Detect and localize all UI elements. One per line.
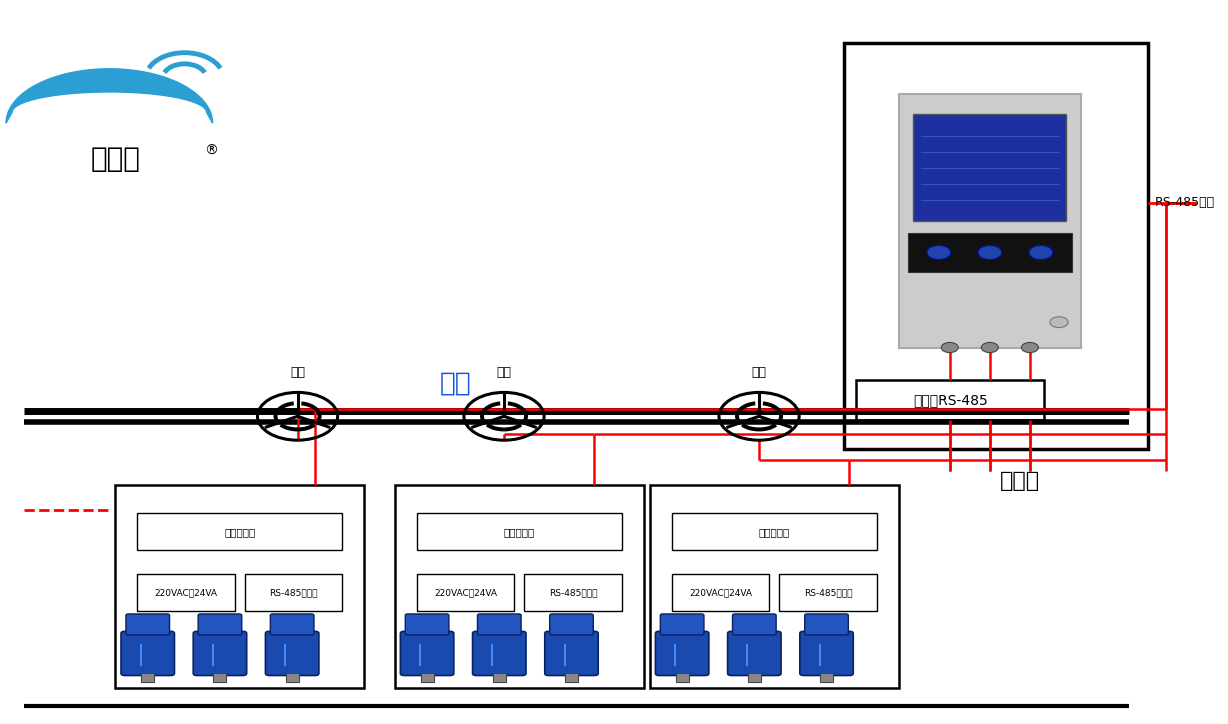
Text: 管廐: 管廐 bbox=[440, 371, 472, 397]
Text: 220VAC转24VA: 220VAC转24VA bbox=[155, 588, 217, 597]
FancyBboxPatch shape bbox=[728, 631, 781, 675]
Text: 风机: 风机 bbox=[290, 366, 305, 379]
FancyBboxPatch shape bbox=[122, 631, 174, 675]
Bar bbox=[244, 574, 343, 611]
Polygon shape bbox=[6, 69, 212, 123]
Text: 中控室: 中控室 bbox=[1000, 471, 1040, 492]
Text: 风机: 风机 bbox=[752, 366, 766, 379]
FancyBboxPatch shape bbox=[193, 631, 247, 675]
Bar bbox=[748, 673, 761, 682]
Text: 风机: 风机 bbox=[496, 366, 512, 379]
Bar bbox=[856, 380, 1045, 420]
Bar bbox=[138, 574, 235, 611]
Bar bbox=[416, 574, 515, 611]
Bar bbox=[650, 485, 899, 688]
Bar bbox=[565, 673, 578, 682]
Bar bbox=[672, 574, 770, 611]
Text: RS-485转光纤: RS-485转光纤 bbox=[804, 588, 852, 597]
FancyBboxPatch shape bbox=[550, 614, 593, 635]
FancyBboxPatch shape bbox=[804, 614, 849, 635]
Bar bbox=[844, 43, 1148, 449]
Circle shape bbox=[927, 245, 950, 260]
Circle shape bbox=[1050, 317, 1068, 327]
Text: 光纤转RS-485: 光纤转RS-485 bbox=[912, 393, 987, 407]
Bar bbox=[214, 673, 226, 682]
Text: ®: ® bbox=[204, 143, 217, 158]
FancyBboxPatch shape bbox=[265, 631, 319, 675]
FancyBboxPatch shape bbox=[405, 614, 449, 635]
Text: 中间继电器: 中间继电器 bbox=[759, 526, 790, 536]
FancyBboxPatch shape bbox=[733, 614, 776, 635]
Bar bbox=[141, 673, 155, 682]
Bar bbox=[899, 94, 1081, 348]
Text: RS-485转光纤: RS-485转光纤 bbox=[269, 588, 318, 597]
Bar bbox=[138, 513, 343, 550]
Circle shape bbox=[981, 342, 998, 353]
Bar bbox=[914, 114, 1066, 221]
Circle shape bbox=[941, 342, 958, 353]
Text: 中间继电器: 中间继电器 bbox=[225, 526, 255, 536]
Bar bbox=[524, 574, 621, 611]
Bar bbox=[394, 485, 643, 688]
FancyBboxPatch shape bbox=[545, 631, 598, 675]
FancyBboxPatch shape bbox=[656, 631, 709, 675]
Bar bbox=[820, 673, 833, 682]
Bar bbox=[672, 513, 877, 550]
Text: 220VAC转24VA: 220VAC转24VA bbox=[433, 588, 497, 597]
FancyBboxPatch shape bbox=[478, 614, 521, 635]
Bar bbox=[115, 485, 365, 688]
Text: RS-485输出: RS-485输出 bbox=[1156, 196, 1216, 209]
FancyBboxPatch shape bbox=[270, 614, 314, 635]
Text: 安帕尔: 安帕尔 bbox=[91, 146, 141, 173]
Bar bbox=[286, 673, 298, 682]
Text: 220VAC转24VA: 220VAC转24VA bbox=[689, 588, 752, 597]
Bar bbox=[779, 574, 877, 611]
FancyBboxPatch shape bbox=[126, 614, 169, 635]
FancyBboxPatch shape bbox=[198, 614, 242, 635]
Circle shape bbox=[1022, 342, 1039, 353]
FancyBboxPatch shape bbox=[799, 631, 853, 675]
Bar bbox=[416, 513, 621, 550]
Bar bbox=[675, 673, 689, 682]
Bar bbox=[492, 673, 506, 682]
Circle shape bbox=[977, 245, 1002, 260]
Text: RS-485转光纤: RS-485转光纤 bbox=[549, 588, 597, 597]
FancyBboxPatch shape bbox=[473, 631, 526, 675]
Text: 中间继电器: 中间继电器 bbox=[503, 526, 535, 536]
Bar bbox=[421, 673, 433, 682]
Circle shape bbox=[1029, 245, 1052, 260]
FancyBboxPatch shape bbox=[400, 631, 454, 675]
FancyBboxPatch shape bbox=[661, 614, 704, 635]
Bar bbox=[907, 233, 1072, 272]
